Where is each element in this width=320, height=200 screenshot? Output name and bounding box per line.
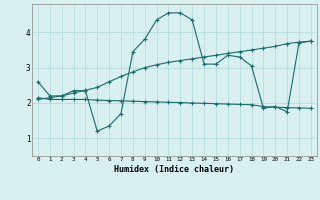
X-axis label: Humidex (Indice chaleur): Humidex (Indice chaleur) bbox=[115, 165, 234, 174]
